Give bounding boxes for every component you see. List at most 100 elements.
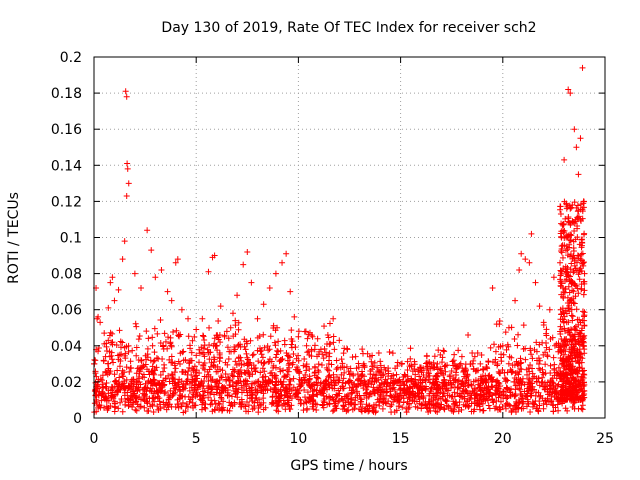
data-point-peak bbox=[283, 250, 290, 257]
data-point bbox=[369, 352, 376, 359]
data-point bbox=[340, 375, 347, 382]
data-point-peak bbox=[125, 180, 132, 187]
grid bbox=[94, 57, 605, 418]
data-point bbox=[113, 342, 120, 349]
data-point bbox=[215, 317, 222, 324]
data-point bbox=[153, 355, 160, 362]
data-point bbox=[467, 394, 474, 401]
data-point-peak bbox=[244, 248, 251, 255]
data-point bbox=[340, 350, 347, 357]
data-point bbox=[116, 374, 123, 381]
data-point bbox=[441, 363, 448, 370]
data-point-peak bbox=[477, 360, 484, 367]
data-point bbox=[251, 405, 258, 412]
data-point bbox=[449, 358, 456, 365]
data-point bbox=[404, 367, 411, 374]
data-point bbox=[451, 389, 458, 396]
data-point bbox=[515, 371, 522, 378]
data-point bbox=[524, 371, 531, 378]
data-point bbox=[533, 348, 540, 355]
data-point bbox=[407, 355, 414, 362]
data-point bbox=[580, 291, 587, 298]
data-point bbox=[512, 370, 519, 377]
data-point bbox=[206, 356, 213, 363]
data-point bbox=[334, 364, 341, 371]
data-point bbox=[334, 374, 341, 381]
data-point bbox=[326, 320, 333, 327]
data-point bbox=[560, 319, 567, 326]
data-point bbox=[375, 349, 382, 356]
data-point bbox=[527, 361, 534, 368]
data-point bbox=[132, 320, 139, 327]
data-point bbox=[172, 365, 179, 372]
data-point bbox=[288, 341, 295, 348]
data-point-peak bbox=[122, 88, 129, 95]
data-point bbox=[471, 406, 478, 413]
data-point-peak bbox=[178, 306, 185, 313]
data-point bbox=[245, 402, 252, 409]
data-point bbox=[167, 387, 174, 394]
y-tick-label: 0.2 bbox=[60, 50, 82, 66]
data-point bbox=[286, 354, 293, 361]
data-point bbox=[455, 347, 462, 354]
data-point bbox=[314, 353, 321, 360]
data-point-peak bbox=[107, 279, 114, 286]
data-point bbox=[254, 378, 261, 385]
data-point bbox=[225, 355, 232, 362]
data-point bbox=[546, 381, 553, 388]
data-point-peak bbox=[217, 303, 224, 310]
data-point bbox=[368, 358, 375, 365]
data-point bbox=[502, 329, 509, 336]
data-point bbox=[549, 379, 556, 386]
data-point-peak bbox=[352, 353, 359, 360]
data-point bbox=[300, 362, 307, 369]
data-point bbox=[258, 359, 265, 366]
data-point-peak bbox=[101, 330, 108, 337]
data-point bbox=[249, 352, 256, 359]
data-point-peak bbox=[168, 297, 175, 304]
data-point bbox=[121, 378, 128, 385]
data-point bbox=[383, 400, 390, 407]
data-point bbox=[204, 346, 211, 353]
data-point-peak bbox=[336, 337, 343, 344]
data-point bbox=[168, 343, 175, 350]
data-point bbox=[487, 344, 494, 351]
data-point bbox=[330, 371, 337, 378]
data-point bbox=[277, 368, 284, 375]
data-point bbox=[143, 394, 150, 401]
data-point bbox=[198, 406, 205, 413]
data-point bbox=[423, 352, 430, 359]
data-point bbox=[295, 352, 302, 359]
data-point bbox=[441, 348, 448, 355]
data-point bbox=[287, 406, 294, 413]
data-point bbox=[511, 378, 518, 385]
data-point bbox=[321, 323, 328, 330]
data-point-peak bbox=[229, 310, 236, 317]
data-point bbox=[151, 349, 158, 356]
data-point bbox=[160, 342, 167, 349]
data-point bbox=[349, 354, 356, 361]
data-point bbox=[133, 407, 140, 414]
data-point bbox=[201, 373, 208, 380]
data-point bbox=[437, 389, 444, 396]
data-point bbox=[162, 388, 169, 395]
data-point-peak bbox=[528, 230, 535, 237]
data-point bbox=[129, 403, 136, 410]
data-point bbox=[493, 398, 500, 405]
data-point bbox=[467, 361, 474, 368]
data-point bbox=[388, 373, 395, 380]
data-point-peak bbox=[512, 297, 519, 304]
data-point bbox=[333, 357, 340, 364]
data-point bbox=[550, 354, 557, 361]
x-axis-label: GPS time / hours bbox=[290, 458, 407, 474]
data-point bbox=[517, 355, 524, 362]
data-point bbox=[522, 345, 529, 352]
data-point bbox=[261, 368, 268, 375]
data-point bbox=[133, 323, 140, 330]
data-point bbox=[135, 336, 142, 343]
data-point bbox=[517, 365, 524, 372]
data-point bbox=[104, 360, 111, 367]
data-point bbox=[188, 372, 195, 379]
data-point bbox=[452, 369, 459, 376]
